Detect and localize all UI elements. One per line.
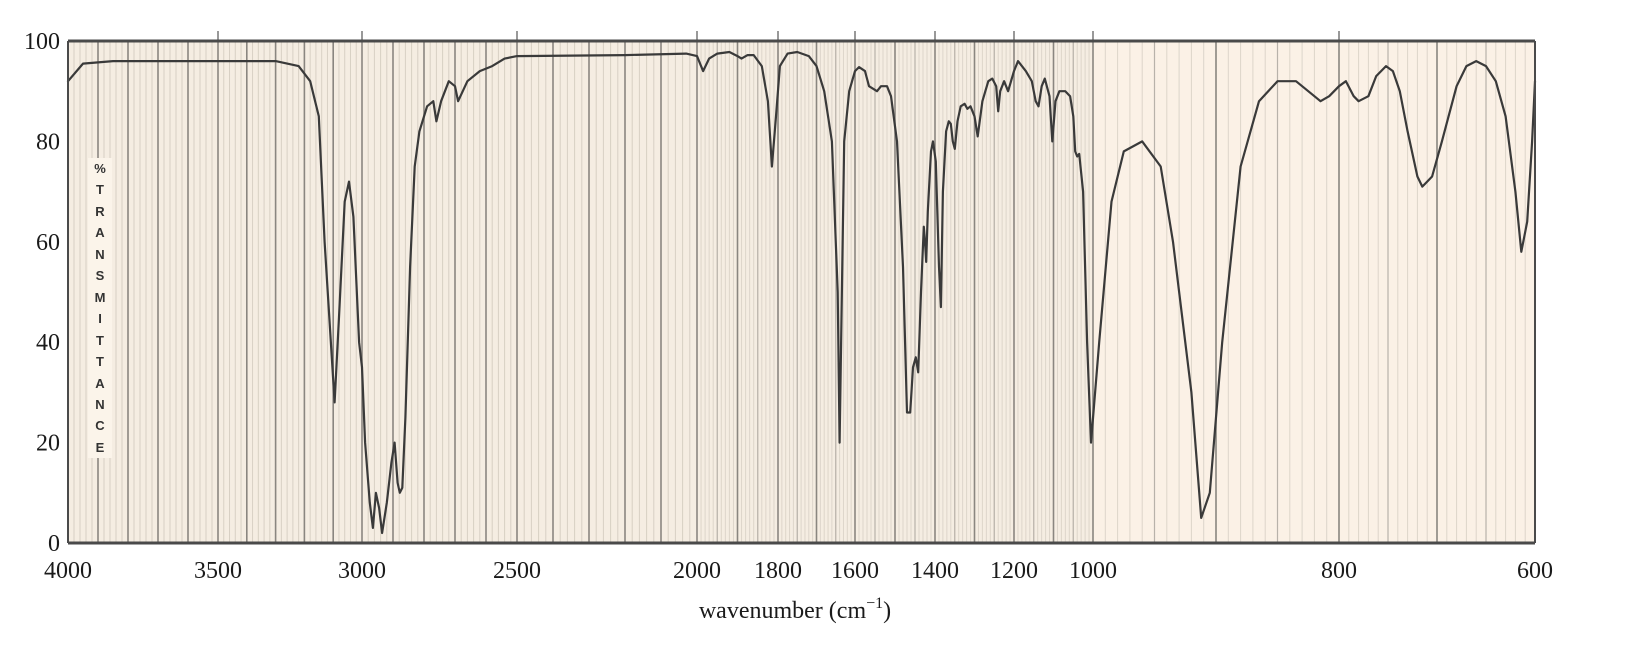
y-tick-labels: 0 20 40 60 80 100	[24, 29, 60, 557]
y-tick-label: 20	[36, 431, 60, 457]
y-axis-title-char: A	[95, 225, 105, 241]
y-axis-title-char: T	[96, 182, 104, 198]
y-axis-title-char: N	[95, 246, 105, 262]
x-tick-label: 1600	[831, 558, 879, 584]
y-axis-title-char: S	[95, 268, 105, 284]
x-tick-label: 1200	[990, 558, 1038, 584]
x-tick-labels: 4000 3500 3000 2500 2000 1800 1600 1400 1200 1000…	[44, 558, 1553, 584]
x-tick-label: 2500	[493, 558, 541, 584]
major-gridlines	[97, 41, 1487, 543]
y-axis-title-char: E	[95, 439, 105, 455]
y-tick-label: 0	[48, 531, 60, 557]
y-axis-title-char: T	[96, 354, 104, 370]
y-tick-label: 40	[36, 330, 60, 356]
x-tick-label: 1800	[754, 558, 802, 584]
y-axis-title-char: M	[94, 289, 106, 305]
y-axis-title-char: T	[96, 332, 104, 348]
x-tick-label: 600	[1517, 558, 1553, 584]
x-tick-label: 3500	[194, 558, 242, 584]
y-axis-title-char: %	[94, 161, 106, 176]
x-tick-label: 2000	[673, 558, 721, 584]
top-axis-ticks	[217, 31, 1340, 41]
y-axis-title-char: I	[98, 311, 102, 327]
y-tick-label: 60	[36, 230, 60, 256]
y-axis-title-char: N	[95, 396, 105, 412]
y-axis-title-char: C	[95, 418, 105, 434]
x-tick-label: 1400	[911, 558, 959, 584]
x-tick-label: 1000	[1069, 558, 1117, 584]
y-tick-label: 80	[36, 129, 60, 155]
x-tick-label: 800	[1321, 558, 1357, 584]
y-axis-title: % T R A N S M I T T A N C E	[88, 158, 112, 458]
y-axis-title-char: A	[95, 375, 105, 391]
x-axis-title: wavenumber (cm−1)	[699, 595, 891, 624]
spectrum-trace	[66, 50, 1537, 535]
y-axis-title-char: R	[95, 203, 105, 219]
x-tick-label: 4000	[44, 558, 92, 584]
y-tick-label: 100	[24, 29, 60, 55]
x-tick-label: 3000	[338, 558, 386, 584]
